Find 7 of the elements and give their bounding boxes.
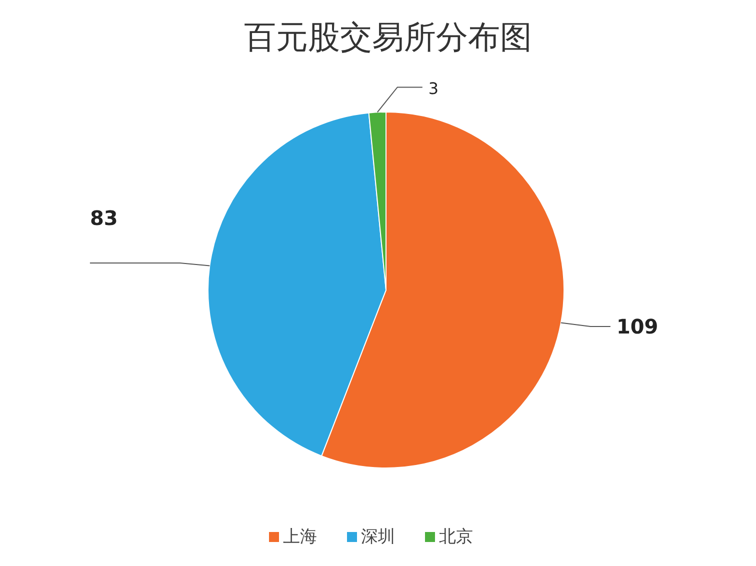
- data-label: 109: [616, 314, 658, 338]
- data-label: 3: [428, 79, 439, 98]
- legend-label: 上海: [283, 527, 317, 547]
- data-label: 83: [90, 206, 118, 230]
- chart-title: 百元股交易所分布图: [244, 18, 532, 56]
- legend-label: 北京: [439, 527, 473, 547]
- legend-label: 深圳: [361, 527, 395, 547]
